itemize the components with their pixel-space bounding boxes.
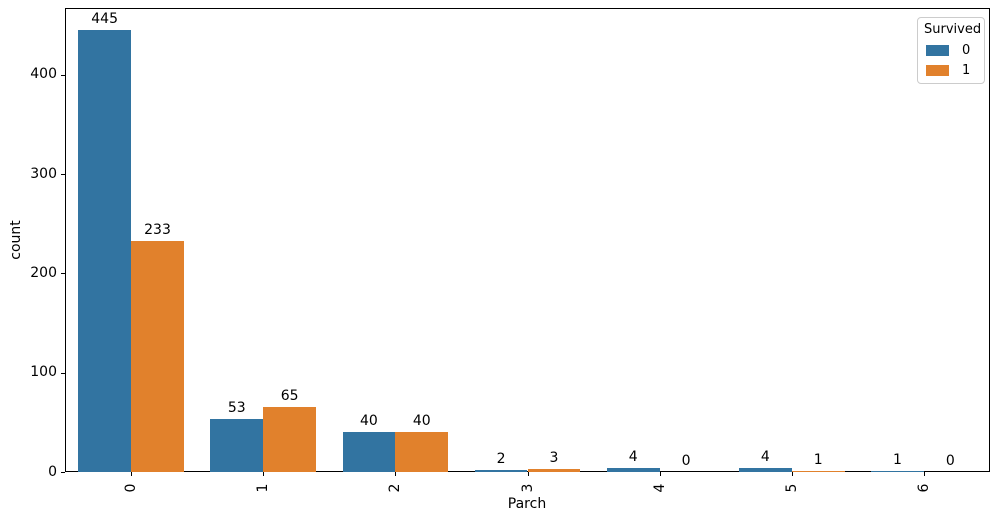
bar — [527, 469, 581, 472]
y-axis-label: count — [8, 220, 24, 260]
legend-entry-label: 0 — [962, 42, 971, 58]
bar-value-label: 2 — [496, 451, 506, 467]
legend-entry-label: 1 — [962, 62, 971, 78]
bar — [342, 432, 396, 472]
bar-value-label: 445 — [91, 11, 119, 28]
legend-entry: 0 — [924, 40, 978, 60]
bar-value-label: 4 — [628, 449, 638, 466]
y-tick — [61, 74, 65, 76]
bar — [263, 407, 317, 472]
x-tick-label: 2 — [387, 483, 404, 493]
bar — [738, 468, 792, 472]
bar-value-label: 4 — [760, 449, 770, 466]
bar-value-label: 1 — [813, 452, 823, 468]
x-tick-label: 1 — [255, 483, 272, 493]
legend-swatch-series-0 — [926, 44, 949, 56]
plot-area — [65, 8, 990, 472]
bar-value-label: 0 — [681, 453, 691, 469]
bar-value-label: 53 — [227, 400, 246, 417]
bar — [606, 468, 660, 472]
x-tick — [791, 472, 793, 476]
bar-value-label: 3 — [549, 450, 559, 467]
bar — [791, 471, 845, 472]
y-tick-label: 300 — [30, 165, 57, 182]
legend-entry: 1 — [924, 60, 978, 80]
y-tick-label: 0 — [48, 463, 57, 480]
x-tick-label: 5 — [783, 483, 800, 493]
bar — [871, 471, 924, 472]
legend: Survived 0 1 — [917, 17, 985, 84]
legend-swatch-series-1 — [926, 64, 949, 76]
x-tick-label: 0 — [123, 483, 140, 493]
x-tick-label: 4 — [651, 483, 668, 493]
bar-value-label: 1 — [893, 452, 902, 468]
x-tick — [395, 472, 397, 476]
y-tick — [61, 472, 65, 473]
y-tick — [61, 273, 65, 275]
bar — [78, 30, 132, 472]
y-tick — [61, 372, 65, 374]
x-tick — [131, 472, 133, 476]
bar-value-label: 0 — [945, 453, 955, 469]
bar-value-label: 65 — [280, 388, 299, 405]
x-tick-label: 6 — [915, 483, 932, 493]
bar — [131, 240, 184, 472]
y-tick-label: 200 — [30, 264, 57, 281]
legend-title: Survived — [924, 22, 982, 37]
bar — [474, 470, 528, 472]
x-axis-label: Parch — [507, 496, 547, 512]
y-tick — [61, 174, 65, 176]
bar-value-label: 233 — [144, 221, 171, 238]
y-tick-label: 100 — [30, 364, 57, 381]
y-tick-label: 400 — [30, 66, 57, 83]
bar — [210, 419, 264, 472]
x-tick — [527, 472, 529, 476]
bar — [395, 432, 449, 472]
x-tick — [923, 472, 925, 476]
bar-value-label: 40 — [412, 413, 431, 430]
x-tick — [659, 472, 661, 476]
x-tick — [263, 472, 265, 476]
bar-value-label: 40 — [360, 413, 378, 430]
